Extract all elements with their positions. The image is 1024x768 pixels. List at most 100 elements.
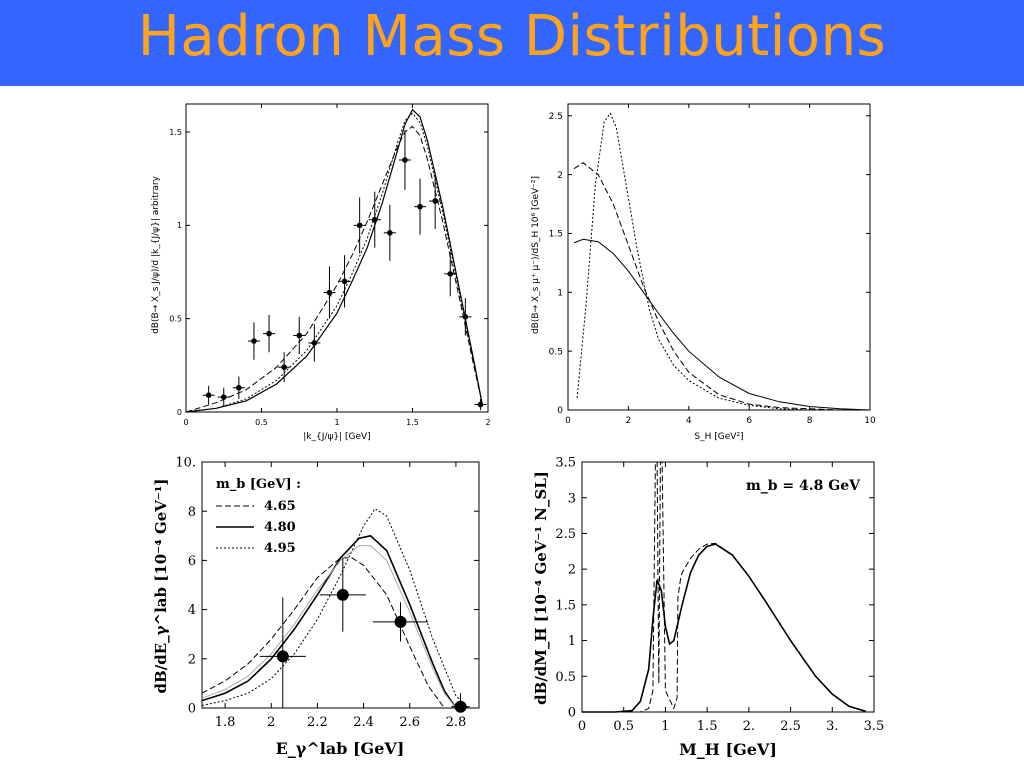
y-tick-label: 0 bbox=[557, 406, 563, 416]
y-tick-label: 1 bbox=[177, 221, 182, 230]
data-point bbox=[454, 700, 467, 713]
y-tick-label: 1 bbox=[568, 634, 576, 649]
y-tick-label: 3.5 bbox=[555, 456, 576, 471]
plot-frame bbox=[185, 103, 489, 413]
y-tick-label: 4 bbox=[188, 603, 196, 618]
x-tick-label: 10 bbox=[864, 416, 876, 426]
data-point bbox=[236, 384, 242, 391]
y-tick-label: 8 bbox=[188, 505, 196, 520]
data-point bbox=[462, 314, 469, 320]
data-point bbox=[477, 401, 484, 408]
slide-title: Hadron Mass Distributions bbox=[137, 4, 887, 69]
x-tick-label: 3. bbox=[826, 719, 838, 734]
chart-mh: 0 0.5 1 1.5 2. 2.5 3. 3.5 0 0.5 1 1.5 2 2.5 3 3.5 m_b =… bbox=[520, 452, 890, 766]
y-tick-label: 1.5 bbox=[555, 598, 576, 613]
x-tick-label: 2.5 bbox=[780, 719, 801, 734]
chart-mh-svg: 0 0.5 1 1.5 2. 2.5 3. 3.5 0 0.5 1 1.5 2 2.5 3 3.5 m_b =… bbox=[532, 456, 884, 759]
x-tick-label: 2.8 bbox=[446, 715, 467, 730]
x-axis-label: M_H [GeV] bbox=[679, 740, 777, 759]
series-line-dashed bbox=[573, 162, 870, 411]
data-point bbox=[356, 222, 363, 229]
legend-label: 4.65 bbox=[264, 499, 296, 514]
x-tick-label: 0 bbox=[578, 719, 586, 734]
data-point bbox=[341, 278, 348, 285]
plot-frame bbox=[567, 103, 871, 411]
y-tick-label: 10. bbox=[175, 456, 196, 471]
data-point bbox=[266, 330, 272, 337]
series-line-dotted bbox=[576, 112, 810, 411]
x-tick-label: 1.5 bbox=[406, 418, 419, 427]
data-point bbox=[220, 394, 227, 400]
annotation-mb: m_b = 4.8 GeV bbox=[746, 478, 861, 494]
y-tick-label: 1 bbox=[557, 288, 563, 298]
series-line-solid bbox=[185, 108, 483, 413]
data-point bbox=[281, 364, 287, 371]
data-point bbox=[394, 615, 407, 628]
legend-label: 4.95 bbox=[264, 541, 296, 556]
y-tick-label: 3 bbox=[568, 491, 576, 506]
y-tick-label: 2 bbox=[557, 171, 563, 181]
plot-frame bbox=[581, 461, 875, 713]
x-tick-label: 1 bbox=[661, 719, 669, 734]
data-point bbox=[402, 157, 408, 163]
chart-sh: 0 2 4 6 8 10 0 0.5 1 1.5 2 2.5 S_H [GeV²] dB(B→ X_s… bbox=[520, 95, 890, 447]
series-line-solid bbox=[582, 543, 866, 713]
legend-header: m_b [GeV] : bbox=[216, 477, 301, 492]
data-point bbox=[276, 650, 289, 663]
legend-label: 4.80 bbox=[264, 520, 296, 535]
x-tick-label: 0.5 bbox=[613, 719, 634, 734]
x-tick-label: 1.5 bbox=[697, 719, 718, 734]
series-line-dashed bbox=[185, 125, 483, 413]
y-axis-label: dB/dE_γ^lab [10⁻⁴ GeV⁻¹] bbox=[152, 479, 170, 694]
x-tick-label: 2 bbox=[626, 416, 632, 426]
data-point bbox=[387, 230, 393, 236]
plot-frame bbox=[201, 461, 480, 709]
series-line-dashed bbox=[201, 557, 445, 709]
y-tick-label: 1.5 bbox=[549, 230, 563, 240]
data-point bbox=[205, 392, 212, 399]
chart-kjpsi-svg: 0 0.5 1 1.5 2 0 0.5 1 1.5 |k_{J/ψ}| [GeV] dB(B→ … bbox=[151, 103, 491, 442]
y-axis-label: dB/dM_H [10⁻⁴ GeV⁻¹ N_SL] bbox=[532, 471, 550, 705]
x-tick-label: 2 bbox=[485, 418, 490, 427]
series-line-dashed bbox=[582, 461, 866, 713]
x-tick-label: 2. bbox=[743, 719, 755, 734]
x-tick-label: 2 bbox=[267, 715, 275, 730]
series-line-grey bbox=[201, 545, 457, 709]
x-tick-label: 2.6 bbox=[399, 715, 420, 730]
y-axis-label: dB(B→ X_s μ⁺ μ⁻)/dS_H 10⁶ [GeV⁻²] bbox=[531, 176, 541, 334]
y-axis-label: dB(B→ X_s J/ψ)/d |k_{J/ψ}| arbitrary bbox=[151, 175, 161, 334]
y-tick-label: 0.5 bbox=[549, 347, 563, 357]
x-tick-label: 1 bbox=[334, 418, 339, 427]
data-point bbox=[311, 340, 318, 346]
data-point bbox=[251, 338, 257, 344]
x-tick-label: 8 bbox=[807, 416, 813, 426]
data-point bbox=[432, 198, 438, 204]
x-tick-label: 2.4 bbox=[353, 715, 374, 730]
y-tick-label: 2.5 bbox=[549, 112, 563, 122]
x-tick-label: 2.2 bbox=[307, 715, 328, 730]
x-tick-label: 0 bbox=[183, 418, 188, 427]
data-point bbox=[326, 289, 333, 296]
series-line-dotted bbox=[185, 112, 483, 413]
x-tick-label: 4 bbox=[686, 416, 692, 426]
series-line-dotted bbox=[201, 508, 468, 709]
x-tick-label: 0.5 bbox=[255, 418, 268, 427]
data-point bbox=[296, 332, 303, 339]
y-tick-label: 2.5 bbox=[555, 527, 576, 542]
x-axis-label: E_γ^lab [GeV] bbox=[276, 739, 405, 758]
chart-kjpsi: 0 0.5 1 1.5 2 0 0.5 1 1.5 |k_{J/ψ}| [GeV] dB(B→ … bbox=[140, 95, 500, 447]
data-point bbox=[336, 588, 349, 601]
chart-egamma-svg: 1.8 2 2.2 2.4 2.6 2.8 0 2 4 6 8 10. m_b [GeV] : 4.65 4… bbox=[152, 456, 480, 758]
y-tick-label: 0 bbox=[568, 706, 576, 721]
y-tick-label: 1.5 bbox=[169, 128, 182, 137]
y-tick-label: 2 bbox=[188, 652, 196, 667]
data-point bbox=[447, 271, 454, 277]
data-point bbox=[371, 216, 378, 223]
series-line-solid bbox=[573, 238, 871, 411]
y-tick-label: 6 bbox=[188, 554, 196, 569]
y-tick-label: 0.5 bbox=[555, 670, 576, 685]
data-point bbox=[417, 203, 423, 210]
x-tick-label: 0 bbox=[565, 416, 571, 426]
x-axis-label: |k_{J/ψ}| [GeV] bbox=[303, 432, 370, 442]
y-tick-label: 0.5 bbox=[169, 314, 182, 323]
